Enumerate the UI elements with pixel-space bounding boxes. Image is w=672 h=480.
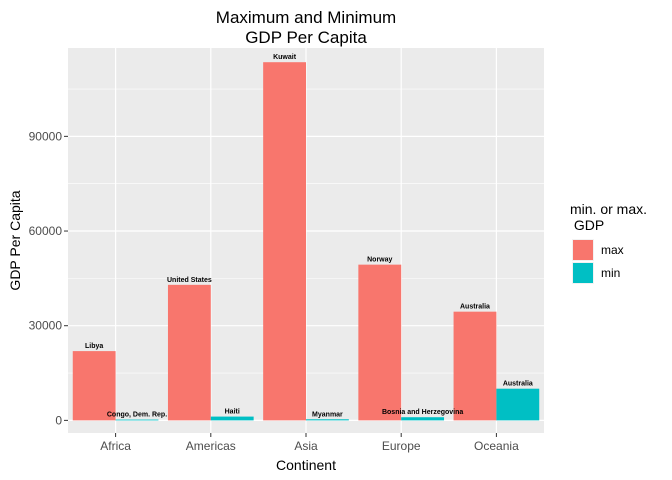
bar-label-min: Haiti	[225, 409, 240, 416]
y-tick-label: 90000	[29, 129, 63, 143]
bar-label-min: Myanmar	[312, 411, 343, 418]
y-tick-label: 30000	[29, 319, 63, 333]
bar-min-africa	[115, 419, 159, 421]
bar-max-asia	[263, 62, 306, 421]
y-axis: 0 30000 60000 90000	[29, 129, 68, 427]
x-tick-label: Asia	[294, 439, 318, 453]
chart-subtitle: GDP Per Capita	[245, 28, 367, 47]
bar-label-max: United States	[167, 277, 212, 284]
bar-label-min: Australia	[503, 381, 533, 388]
bars	[72, 62, 540, 421]
legend-label-min: min	[601, 266, 620, 280]
bar-label-max: Kuwait	[273, 54, 297, 61]
legend-swatch-max	[573, 240, 593, 260]
legend-swatch-min	[573, 263, 593, 283]
bar-label-min: Bosnia and Herzegovina	[382, 409, 463, 416]
y-axis-title: GDP Per Capita	[7, 190, 23, 290]
bar-max-americas	[167, 284, 211, 421]
y-tick-label: 60000	[29, 224, 63, 238]
bar-label-max: Australia	[460, 304, 490, 311]
bar-label-min: Congo, Dem. Rep.	[107, 412, 167, 419]
chart-title: Maximum and Minimum	[215, 8, 397, 27]
bar-min-americas	[210, 416, 254, 421]
x-axis-title: Continent	[276, 457, 336, 473]
legend-title-second-line: GDP	[570, 217, 604, 233]
x-tick-label: Africa	[100, 439, 131, 453]
bar-max-europe	[358, 264, 402, 421]
x-axis: Africa Americas Asia Europe Oceania	[100, 433, 519, 453]
bar-label-max: Libya	[85, 343, 103, 350]
bar-min-asia	[306, 419, 349, 421]
bar-min-oceania	[496, 388, 540, 421]
bar-labels: Libya United States Kuwait Norway Australia C…	[85, 54, 533, 418]
legend-label-max: max	[601, 243, 624, 257]
bar-label-max: Norway	[367, 257, 392, 264]
legend-title: min. or max.	[570, 201, 647, 217]
bar-max-africa	[72, 351, 116, 421]
bar-max-oceania	[453, 311, 497, 421]
x-tick-label: Americas	[186, 439, 236, 453]
bar-min-europe	[401, 417, 445, 421]
legend: min. or max. GDP max min	[570, 201, 647, 284]
y-tick-label: 0	[55, 413, 62, 427]
x-tick-label: Europe	[382, 439, 421, 453]
x-tick-label: Oceania	[474, 439, 519, 453]
